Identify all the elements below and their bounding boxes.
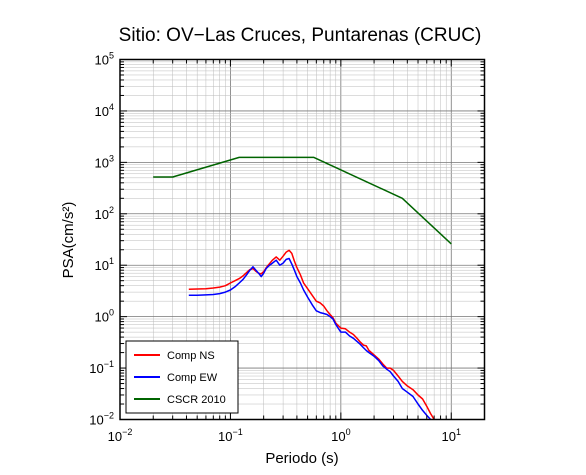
- x-axis-label: Periodo (s): [265, 450, 338, 467]
- series-line-comp-ew: [188, 257, 432, 420]
- x-tick-label: 100: [331, 427, 350, 444]
- series-line-comp-ns: [188, 249, 435, 420]
- legend-label: Comp EW: [167, 372, 218, 384]
- series-line-cscr-2010: [153, 156, 452, 245]
- grid: [119, 59, 485, 420]
- legend-label: CSCR 2010: [167, 394, 226, 406]
- y-tick-label: 103: [95, 153, 114, 170]
- ticks: [119, 59, 485, 420]
- y-tick-label: 105: [95, 51, 114, 68]
- x-tick-labels: 10−2 10−1 100 101: [108, 427, 461, 444]
- x-tick-label: 10−1: [218, 427, 243, 444]
- legend: Comp NS Comp EW CSCR 2010: [125, 340, 239, 414]
- y-tick-label: 10−1: [89, 359, 114, 376]
- y-tick-label: 10−2: [89, 411, 114, 428]
- y-tick-labels: 10−2 10−1 100 101 102 103 104 105: [89, 51, 114, 428]
- x-tick-label: 10−2: [108, 427, 133, 444]
- y-tick-label: 102: [95, 205, 114, 222]
- y-tick-label: 104: [95, 102, 114, 119]
- y-tick-label: 101: [95, 256, 114, 273]
- chart-title: Sitio: OV−Las Cruces, Puntarenas (CRUC): [119, 25, 482, 46]
- plot-frame: [119, 58, 486, 421]
- x-tick-label: 101: [442, 427, 461, 444]
- y-tick-label: 100: [95, 308, 114, 325]
- series-layer: [153, 156, 452, 420]
- legend-label: Comp NS: [167, 350, 215, 362]
- y-axis-label: PSA(cm/s²): [60, 202, 77, 279]
